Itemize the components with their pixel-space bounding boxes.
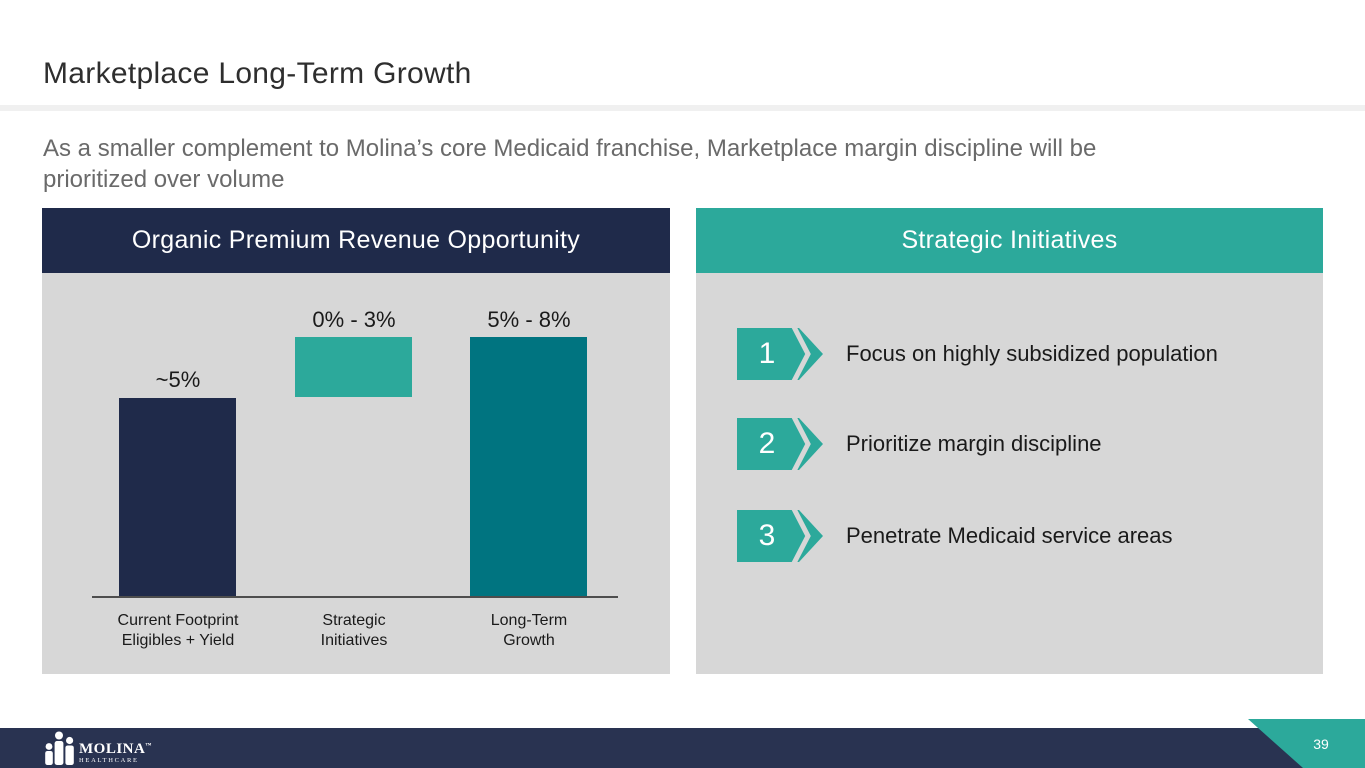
initiative-number: 3 — [758, 519, 776, 552]
page-number: 39 — [1313, 736, 1329, 752]
logo-wordmark: MOLINA™ HEALTHCARE — [79, 739, 152, 765]
strategic-initiative-item: 1 Focus on highly subsidized population — [737, 328, 1218, 380]
molina-healthcare-logo: MOLINA™ HEALTHCARE — [44, 731, 152, 765]
strategic-initiative-item: 3 Penetrate Medicaid service areas — [737, 510, 1173, 562]
category-label: Long-Term Growth — [429, 611, 629, 651]
strategic-initiatives-panel: Strategic Initiatives 1 Focus on highly … — [696, 208, 1323, 674]
teal-corner-wedge — [1248, 719, 1365, 768]
arrow-pentagon-icon — [737, 510, 823, 562]
numbered-arrow-badge: 1 — [737, 328, 823, 380]
bar-long-term-growth — [470, 337, 587, 596]
arrow-pentagon-icon — [737, 328, 823, 380]
right-panel-header: Strategic Initiatives — [696, 208, 1323, 273]
category-label: Current Footprint Eligibles + Yield — [78, 611, 278, 651]
bar-value-label: 5% - 8% — [487, 307, 571, 332]
numbered-arrow-badge: 3 — [737, 510, 823, 562]
molina-people-icon — [45, 731, 74, 765]
organic-premium-revenue-panel: Organic Premium Revenue Opportunity ~5% … — [42, 208, 670, 674]
strategic-initiative-item: 2 Prioritize margin discipline — [737, 418, 1102, 470]
logo-secondary-text: HEALTHCARE — [79, 757, 139, 764]
footer-bar — [0, 728, 1365, 768]
initiative-text: Penetrate Medicaid service areas — [846, 523, 1173, 548]
category-line: Current Footprint — [117, 612, 239, 629]
arrow-pentagon-icon — [737, 418, 823, 470]
subtitle-line-1: As a smaller complement to Molina’s core… — [43, 135, 1097, 162]
initiative-number: 1 — [758, 337, 776, 370]
bar-value-label: 0% - 3% — [312, 307, 396, 332]
numbered-arrow-badge: 2 — [737, 418, 823, 470]
logo-primary-text: MOLINA™ — [79, 741, 152, 757]
subtitle-line-2: prioritized over volume — [43, 166, 285, 193]
bar-chart: ~5% 0% - 3% 5% - 8% Current Footprint El… — [42, 273, 670, 674]
strategic-initiatives-list: 1 Focus on highly subsidized population … — [696, 273, 1323, 674]
bar-current-footprint — [119, 398, 236, 596]
initiative-number: 2 — [758, 427, 776, 460]
left-panel-header: Organic Premium Revenue Opportunity — [42, 208, 670, 273]
category-line: Strategic — [322, 612, 386, 629]
initiative-text: Focus on highly subsidized population — [846, 341, 1218, 366]
bar-strategic-initiatives — [295, 337, 412, 397]
category-line: Initiatives — [320, 632, 388, 649]
trademark-symbol: ™ — [145, 743, 152, 749]
initiative-text: Prioritize margin discipline — [846, 431, 1102, 456]
title-divider — [0, 105, 1365, 111]
category-line: Eligibles + Yield — [121, 632, 235, 649]
bar-value-label: ~5% — [155, 367, 201, 392]
category-line: Long-Term — [490, 612, 568, 629]
page-title: Marketplace Long-Term Growth — [43, 57, 472, 90]
category-line: Growth — [503, 632, 555, 649]
category-label: Strategic Initiatives — [254, 611, 454, 651]
slide-subtitle: As a smaller complement to Molina’s core… — [43, 133, 1333, 195]
x-axis-line — [92, 596, 618, 598]
